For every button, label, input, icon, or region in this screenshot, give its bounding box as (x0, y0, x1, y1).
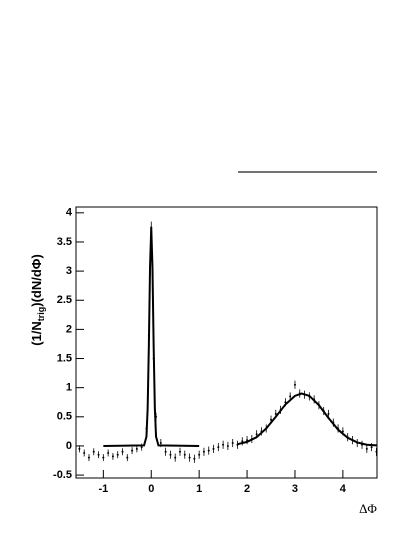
y-label-pre: (1/N (29, 321, 44, 346)
data-point (207, 449, 210, 452)
data-point (308, 395, 311, 398)
x-tick-label: 4 (340, 483, 347, 495)
data-point (337, 427, 340, 430)
data-point (92, 450, 95, 453)
plot-frame (75, 206, 378, 479)
data-point (298, 392, 301, 395)
y-tick-label: -0.5 (53, 469, 72, 481)
data-point (116, 453, 119, 456)
data-point (159, 442, 162, 445)
data-point (351, 439, 354, 442)
data-point (341, 430, 344, 433)
data-point (255, 433, 258, 436)
data-point (260, 430, 263, 433)
data-point (375, 450, 378, 453)
data-point (222, 443, 225, 446)
data-point (365, 447, 368, 450)
data-point (97, 453, 100, 456)
data-point (346, 436, 349, 439)
data-point (78, 447, 81, 450)
y-tick-label: 3 (66, 265, 72, 277)
data-point (178, 450, 181, 453)
data-point (188, 456, 191, 459)
data-point (183, 453, 186, 456)
data-point (87, 456, 90, 459)
y-tick-label: 2.5 (57, 294, 72, 306)
data-point (322, 409, 325, 412)
data-point (83, 451, 86, 454)
data-point (193, 457, 196, 460)
data-point (279, 408, 282, 411)
data-point (270, 418, 273, 421)
data-point (356, 442, 359, 445)
x-tick-label: 0 (148, 483, 154, 495)
data-point (246, 439, 249, 442)
data-point (293, 383, 296, 386)
data-point (140, 446, 143, 449)
data-point (274, 412, 277, 415)
data-point (241, 440, 244, 443)
data-point (102, 456, 105, 459)
y-tick-label: 4 (66, 207, 73, 219)
data-point (107, 451, 110, 454)
data-point (169, 453, 172, 456)
data-point (303, 393, 306, 396)
data-point (265, 427, 268, 430)
data-point (236, 443, 239, 446)
x-tick-label: 1 (196, 483, 202, 495)
data-point (198, 453, 201, 456)
y-label-post: )(dN/dΦ) (29, 254, 44, 307)
data-point (164, 450, 167, 453)
data-point (332, 421, 335, 424)
data-point (147, 334, 150, 337)
y-tick-label: 0.5 (57, 411, 72, 423)
data-point (231, 442, 234, 445)
x-axis-label: ΔΦ (359, 501, 377, 516)
data-point (202, 450, 205, 453)
y-label-sub: trig (36, 307, 46, 322)
y-tick-label: 0 (66, 440, 72, 452)
fit-curve (237, 392, 377, 447)
data-point (131, 449, 134, 452)
data-point (174, 456, 177, 459)
data-point (155, 415, 158, 418)
y-tick-label: 1 (66, 382, 72, 394)
x-tick-label: -1 (98, 483, 108, 495)
data-point (289, 395, 292, 398)
data-point (217, 446, 220, 449)
data-point (226, 444, 229, 447)
data-point (121, 450, 124, 453)
x-tick-label: 2 (244, 483, 250, 495)
data-point (150, 226, 153, 229)
data-point (317, 404, 320, 407)
y-tick-label: 2 (66, 323, 72, 335)
data-point (327, 412, 330, 415)
data-point (111, 455, 114, 458)
data-point (135, 447, 138, 450)
data-point (370, 446, 373, 449)
data-point (284, 401, 287, 404)
y-tick-label: 1.5 (57, 352, 72, 364)
data-point (145, 427, 148, 430)
data-point (313, 398, 316, 401)
y-tick-label: 3.5 (57, 236, 72, 248)
fit-curve (103, 227, 200, 447)
data-point (126, 456, 129, 459)
data-point (152, 357, 155, 360)
data-point (250, 437, 253, 440)
data-point (361, 443, 364, 446)
x-tick-label: 3 (292, 483, 298, 495)
data-point (212, 447, 215, 450)
y-axis-label: (1/Ntrig)(dN/dΦ) (29, 254, 46, 346)
